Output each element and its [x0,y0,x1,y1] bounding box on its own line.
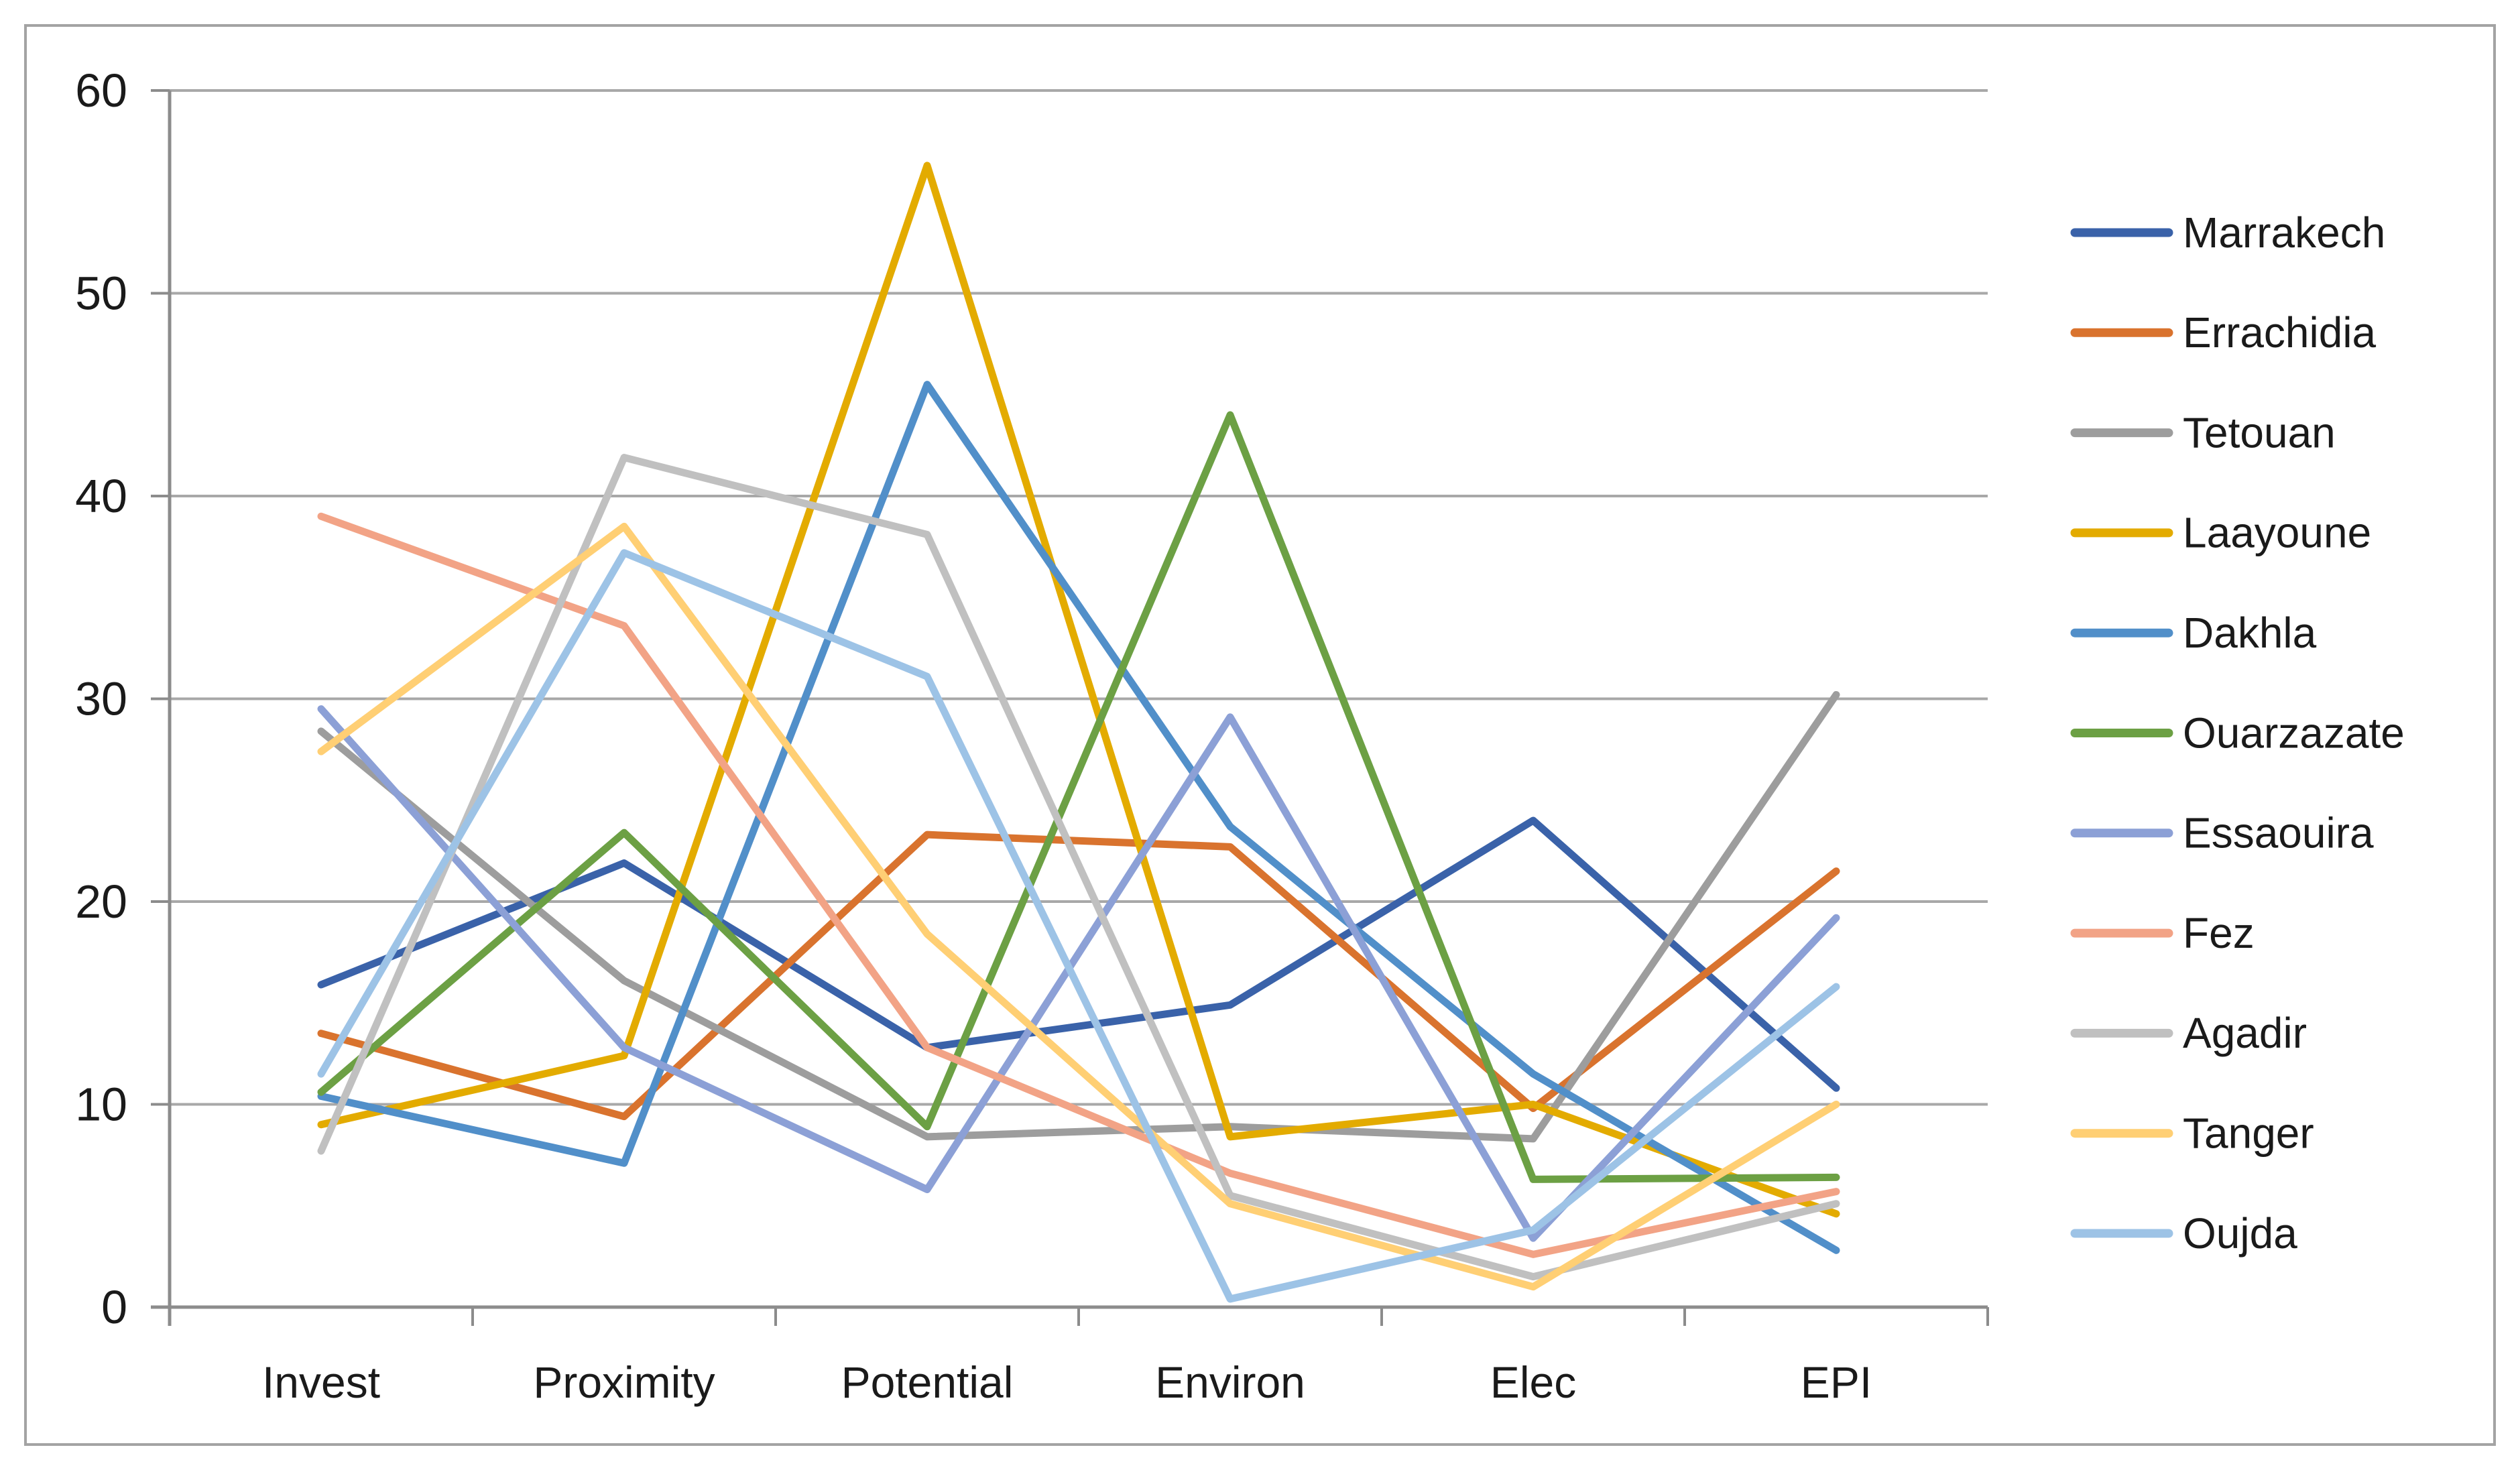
x-category-label: Invest [262,1357,380,1407]
y-tick-label: 0 [101,1281,127,1333]
figure-border [24,24,2496,1446]
legend-label-marrakech: Marrakech [2183,208,2385,257]
legend-label-dakhla: Dakhla [2183,609,2317,657]
x-axis-labels-group: Invest Proximity Potential Environ Elec EPI [262,1357,1872,1407]
series-line-fez [317,512,1840,1258]
legend-label-tetouan: Tetouan [2183,408,2336,456]
y-tick-label: 40 [75,470,127,522]
x-category-label: Environ [1155,1357,1305,1407]
y-tick-label: 60 [75,64,127,117]
legend-label-ouarzazate: Ouarzazate [2183,709,2405,757]
y-axis-labels-group: 0 10 20 30 40 50 60 [75,64,127,1333]
x-category-label: Potential [841,1357,1014,1407]
series-line-oujda [317,549,1840,1303]
series-line-tetouan [317,690,1840,1143]
series-line-essaouira [317,705,1840,1242]
y-tick-label: 50 [75,267,127,319]
series-line-laayoune [317,162,1840,1218]
legend-label-laayoune: Laayoune [2183,509,2371,557]
x-category-label: Elec [1490,1357,1576,1407]
axes-group [151,89,1989,1326]
series-line-agadir [317,454,1840,1281]
y-tick-label: 30 [75,672,127,725]
legend-label-agadir: Agadir [2183,1009,2307,1057]
series-line-marrakech [317,816,1840,1092]
legend-label-oujda: Oujda [2183,1209,2297,1258]
legend-label-fez: Fez [2183,909,2255,957]
series-line-ouarzazate [317,411,1840,1183]
series-line-dakhla [317,381,1840,1254]
legend-group: Marrakech Errachidia Tetouan Laayoune Dakhla… [2070,208,2405,1258]
y-tick-label: 10 [75,1078,127,1130]
x-category-label: Proximity [533,1357,715,1407]
y-tick-label: 20 [75,875,127,928]
series-line-tanger [317,522,1840,1291]
legend-label-errachidia: Errachidia [2183,308,2377,357]
legend-label-essaouira: Essaouira [2183,809,2374,857]
figure-border-group [24,24,2496,1446]
legend-label-tanger: Tanger [2183,1109,2314,1157]
x-category-label: EPI [1801,1357,1872,1407]
series-lines-group [317,162,1840,1303]
